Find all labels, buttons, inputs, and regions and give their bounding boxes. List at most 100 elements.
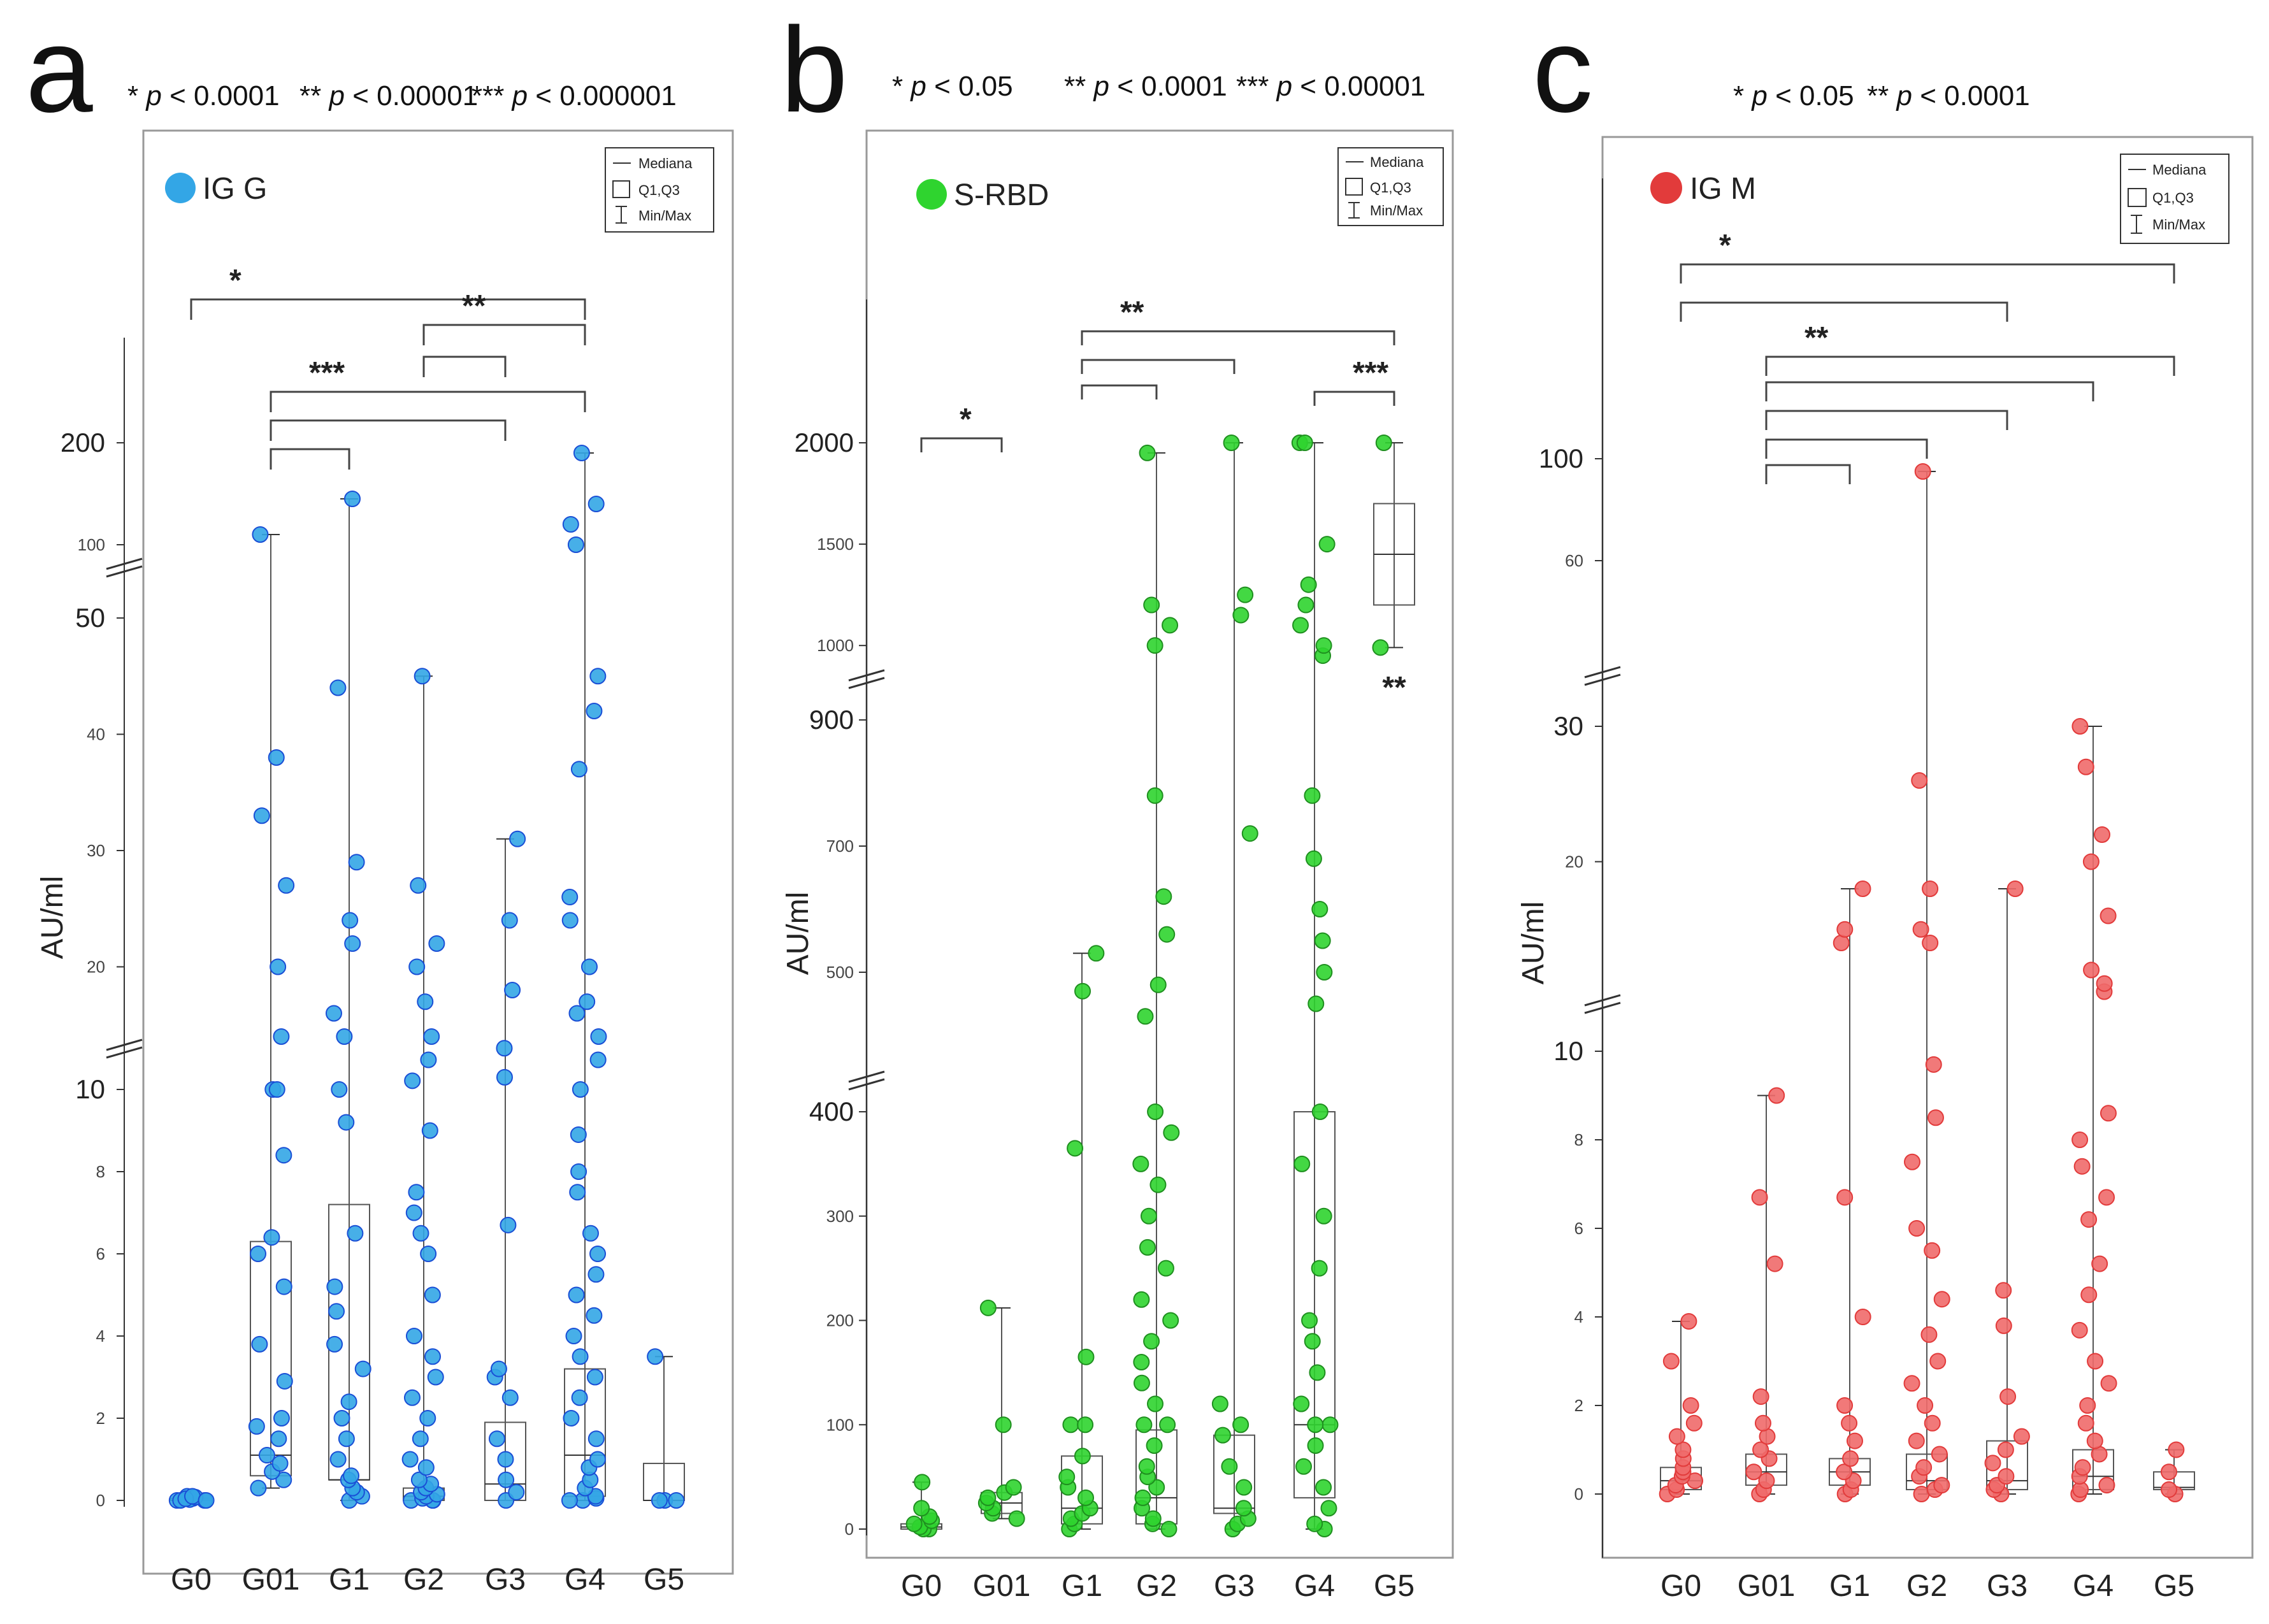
data-point-c-G3 [1995, 1282, 2012, 1299]
panel-b: b * p < 0.05 ** p < 0.0001 *** p < 0.00001… [781, 3, 1454, 1603]
data-point-b-G4 [1301, 1312, 1318, 1329]
data-point-c-G2 [1922, 935, 1939, 951]
p-note-p: p [328, 80, 344, 111]
bracket-line [1081, 384, 1158, 399]
category-label-b-G0: G0 [901, 1569, 942, 1603]
bracket-label: * [229, 264, 241, 298]
data-point-a-G4 [587, 496, 605, 512]
data-point-c-G1 [1854, 1309, 1871, 1325]
data-point-c-G1 [1842, 1450, 1859, 1467]
data-point-c-G1 [1846, 1432, 1863, 1449]
bracket-c-G0-G5: * [1680, 229, 2175, 284]
data-point-b-G4 [1316, 964, 1333, 981]
bracket-line [270, 391, 586, 412]
data-point-a-G1 [326, 1278, 343, 1295]
data-point-b-G2 [1147, 1103, 1164, 1120]
data-point-c-G0 [1675, 1441, 1692, 1458]
category-label-c-G01: G01 [1738, 1569, 1796, 1603]
data-point-c-G3 [1998, 1468, 2015, 1485]
bracket-line [1765, 438, 1928, 459]
axis-break-b-0 [848, 1070, 885, 1091]
p-note-p: p [1750, 80, 1767, 111]
p-note-c-1: ** p < 0.0001 [1867, 80, 2030, 111]
data-point-a-G1 [347, 1225, 364, 1242]
data-point-c-G4 [2100, 1105, 2117, 1122]
data-point-a-G2 [412, 1430, 429, 1448]
data-point-a-G4 [561, 889, 579, 905]
y-tick-label-b: 400 [809, 1096, 854, 1126]
p-note-value: < 0.0001 [1912, 80, 2030, 111]
category-label-b-G01: G01 [973, 1569, 1031, 1603]
category-label-a-G1: G1 [329, 1563, 370, 1597]
data-point-a-G01 [249, 1246, 266, 1262]
data-point-a-G4 [589, 668, 607, 685]
data-point-c-G1 [1841, 1414, 1858, 1432]
data-point-a-G01 [271, 1455, 289, 1472]
category-label-b-G3: G3 [1214, 1569, 1255, 1603]
panel-a: a * p < 0.0001 ** p < 0.00001*** p < 0.00… [25, 3, 734, 1597]
data-point-a-G1 [325, 1005, 342, 1022]
p-note-stars: *** [472, 80, 512, 111]
data-point-c-G3 [1995, 1317, 2012, 1334]
data-point-b-G2 [1162, 1312, 1179, 1329]
data-point-b-G3 [1223, 435, 1240, 451]
data-point-c-G3 [2013, 1428, 2030, 1445]
p-value-notes-c: * p < 0.05 ** p < 0.0001 [1733, 80, 2030, 111]
data-point-a-G5 [647, 1348, 664, 1365]
data-point-a-G2 [421, 1122, 438, 1139]
data-point-c-G1 [1836, 1189, 1854, 1206]
data-point-c-G4 [2073, 1158, 2091, 1175]
axis-break-a-0 [106, 1038, 143, 1059]
data-point-b-G2 [1163, 1124, 1180, 1141]
y-axis-b: 0 100 200 300 400 500 700 900 1000 1500 2000 [795, 299, 885, 1539]
data-point-a-G4 [569, 1184, 586, 1201]
data-point-b-G2 [1159, 1416, 1176, 1434]
data-point-c-G2 [1922, 880, 1939, 897]
category-label-c-G3: G3 [1987, 1569, 2028, 1603]
data-point-b-G3 [1232, 1416, 1250, 1434]
data-point-a-G3 [498, 1471, 515, 1488]
data-point-b-G01 [979, 1489, 997, 1506]
data-point-c-G4 [2080, 1286, 2098, 1304]
category-label-c-G2: G2 [1906, 1569, 1947, 1603]
data-point-a-G2 [408, 1184, 425, 1201]
data-point-a-G4 [582, 1225, 599, 1242]
data-point-a-G01 [251, 1335, 268, 1353]
data-point-b-G4 [1296, 435, 1313, 451]
data-point-b-G1 [1077, 1489, 1095, 1506]
data-point-b-G1 [1088, 945, 1105, 962]
y-tick-label-b: 100 [826, 1415, 854, 1434]
data-point-a-G4 [561, 1492, 578, 1509]
legend-box-b: Mediana Q1,Q3 Min/Max [1337, 147, 1444, 226]
p-note-p: p [1092, 71, 1109, 102]
data-point-c-G3 [1997, 1441, 2014, 1458]
data-point-c-G3 [1984, 1455, 2001, 1472]
data-point-a-G4 [589, 1451, 606, 1468]
p-note-p: p [1276, 71, 1292, 102]
data-point-c-G2 [1908, 1220, 1926, 1237]
data-point-a-G01 [252, 526, 269, 543]
data-point-c-G01 [1768, 1087, 1785, 1104]
data-point-a-G4 [563, 1410, 580, 1426]
category-label-b-G1: G1 [1062, 1569, 1102, 1603]
data-point-a-G3 [508, 1484, 525, 1501]
data-point-a-G2 [403, 1389, 421, 1406]
boxplot-b-G5 [1373, 442, 1415, 649]
data-point-b-G2 [1143, 1333, 1160, 1350]
data-point-c-G4 [2087, 1353, 2104, 1370]
y-tick-label-c: 60 [1565, 551, 1583, 570]
data-point-b-G3 [1235, 1479, 1253, 1496]
data-point-a-G01 [258, 1447, 275, 1464]
bracket-line [270, 448, 350, 470]
data-point-a-G2 [410, 877, 427, 894]
data-point-c-G3 [1999, 1388, 2017, 1405]
data-point-c-G1 [1836, 921, 1854, 938]
bracket-line [1081, 330, 1395, 345]
data-point-b-G1 [1077, 1348, 1095, 1365]
data-point-b-G2 [1133, 1354, 1150, 1370]
y-tick-label-a: 100 [78, 535, 105, 554]
data-point-a-G0 [184, 1488, 201, 1505]
bracket-c-G01-G3 [1765, 410, 2008, 430]
data-point-c-G4 [2100, 907, 2117, 924]
data-point-c-G4 [2098, 1189, 2115, 1206]
